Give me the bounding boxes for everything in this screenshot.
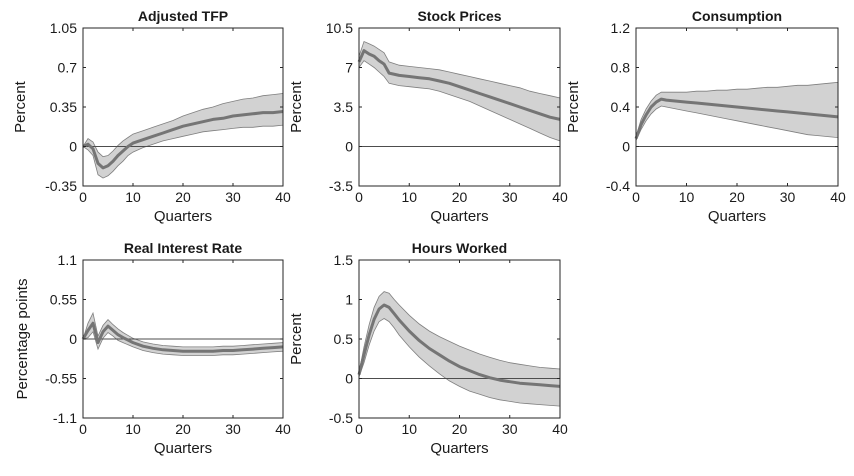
x-tick-label: 40 <box>552 189 568 205</box>
x-tick-label: 10 <box>125 189 141 205</box>
y-tick-label: 10.5 <box>326 20 353 36</box>
y-axis-label: Percent <box>12 80 29 133</box>
response-line <box>634 97 839 140</box>
chart-title: Real Interest Rate <box>124 240 242 256</box>
confidence-band <box>635 81 839 141</box>
x-tick-label: 40 <box>275 421 291 437</box>
x-axis-label: Quarters <box>430 440 488 457</box>
y-axis-label: Percent <box>565 80 582 133</box>
chart-panel: 0 10 20 30 40 -1.1 -0.55 0 0.55 1.1 Real Interest … <box>14 240 291 457</box>
response-line <box>357 303 561 388</box>
x-axis-label: Quarters <box>154 440 212 457</box>
y-tick-label: -0.4 <box>606 178 630 194</box>
chart-title: Stock Prices <box>417 8 501 24</box>
confidence-band <box>82 93 284 179</box>
y-tick-label: 0 <box>345 371 353 387</box>
response-line <box>81 321 284 353</box>
x-tick-label: 10 <box>125 421 141 437</box>
y-tick-label: 0.7 <box>58 60 78 76</box>
response-line <box>357 49 561 121</box>
x-tick-label: 30 <box>225 421 241 437</box>
x-tick-label: 0 <box>79 189 87 205</box>
y-tick-label: -0.55 <box>45 371 77 387</box>
y-tick-label: 1.1 <box>58 252 78 268</box>
chart-panel: 0 10 20 30 40-0.400.40.81.2ConsumptionQuarte… <box>565 8 846 225</box>
y-tick-label: 1 <box>345 292 353 308</box>
x-tick-label: 30 <box>225 189 241 205</box>
y-tick-label: 1.2 <box>611 20 631 36</box>
y-tick-label: 7 <box>345 60 353 76</box>
x-tick-label: 20 <box>452 189 468 205</box>
y-tick-label: -3.5 <box>329 178 353 194</box>
y-axis-label: Percent <box>288 312 305 365</box>
x-tick-label: 30 <box>780 189 796 205</box>
chart-title: Consumption <box>692 8 782 24</box>
x-tick-label: 20 <box>175 189 191 205</box>
x-tick-label: 10 <box>679 189 695 205</box>
y-tick-label: -1.1 <box>53 410 77 426</box>
y-tick-label: 0 <box>69 331 77 347</box>
chart-title: Hours Worked <box>412 240 507 256</box>
y-tick-label: -0.35 <box>45 178 77 194</box>
x-tick-label: 20 <box>452 421 468 437</box>
y-tick-label: 0.4 <box>611 99 631 115</box>
x-tick-label: 20 <box>729 189 745 205</box>
x-tick-label: 10 <box>401 189 417 205</box>
x-tick-label: 40 <box>275 189 291 205</box>
x-tick-label: 0 <box>355 189 363 205</box>
x-axis-label: Quarters <box>708 208 766 225</box>
y-tick-label: 1.5 <box>334 252 354 268</box>
y-tick-label: 0.8 <box>611 60 631 76</box>
x-tick-label: 40 <box>830 189 846 205</box>
chart-title: Adjusted TFP <box>138 8 228 24</box>
x-tick-label: 40 <box>552 421 568 437</box>
x-tick-label: 0 <box>79 421 87 437</box>
x-axis-label: Quarters <box>154 208 212 225</box>
x-tick-label: 10 <box>401 421 417 437</box>
x-tick-label: 30 <box>502 421 518 437</box>
x-axis-label: Quarters <box>430 208 488 225</box>
y-tick-label: 0.55 <box>50 292 77 308</box>
y-tick-label: 0 <box>69 139 77 155</box>
y-tick-label: 1.05 <box>50 20 77 36</box>
y-tick-label: 0.35 <box>50 99 77 115</box>
y-tick-label: -0.5 <box>329 410 353 426</box>
confidence-band <box>358 40 561 142</box>
x-tick-label: 30 <box>502 189 518 205</box>
x-tick-label: 0 <box>632 189 640 205</box>
y-axis-label: Percentage points <box>14 279 31 400</box>
response-line <box>82 110 284 170</box>
y-tick-label: 0 <box>622 139 630 155</box>
x-tick-label: 20 <box>175 421 191 437</box>
x-tick-label: 0 <box>355 421 363 437</box>
y-tick-label: 0.5 <box>334 331 354 347</box>
y-tick-label: 0 <box>345 139 353 155</box>
y-tick-label: 3.5 <box>334 99 354 115</box>
y-axis-label: Percent <box>288 80 305 133</box>
